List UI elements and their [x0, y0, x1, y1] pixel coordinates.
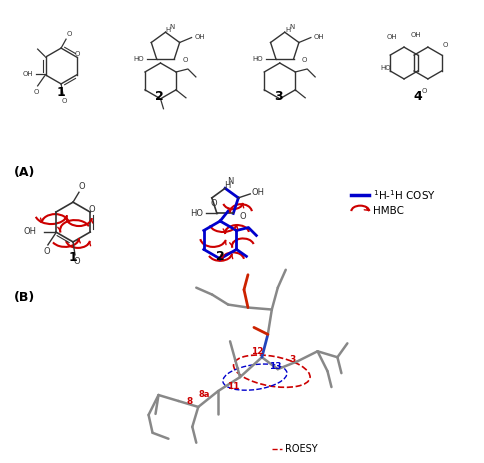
Text: 2: 2 [155, 90, 164, 103]
Text: 1: 1 [69, 251, 77, 264]
Text: O: O [66, 31, 72, 37]
Text: OH: OH [386, 34, 396, 40]
Text: (B): (B) [14, 291, 34, 304]
Text: 1: 1 [57, 86, 65, 100]
Text: HO: HO [252, 56, 263, 62]
Text: ROESY: ROESY [284, 444, 317, 454]
Text: O: O [89, 205, 95, 213]
Text: O: O [78, 182, 85, 191]
Text: (A): (A) [14, 166, 35, 179]
Text: OH: OH [22, 71, 33, 77]
Text: $^1$H-$^1$H COSY: $^1$H-$^1$H COSY [373, 188, 435, 202]
Text: 8a: 8a [198, 389, 210, 399]
Text: OH: OH [410, 32, 421, 38]
Text: O: O [34, 89, 39, 95]
Text: H: H [285, 27, 290, 33]
Text: O: O [240, 212, 246, 221]
Text: 3: 3 [289, 355, 295, 364]
Text: O: O [44, 247, 50, 257]
Text: O: O [210, 200, 217, 208]
Text: HO: HO [133, 56, 144, 62]
Text: 4: 4 [413, 90, 422, 103]
Text: O: O [182, 57, 187, 63]
Text: OH: OH [23, 227, 36, 237]
Text: OH: OH [313, 33, 323, 39]
Text: HO: HO [380, 65, 391, 71]
Text: 12: 12 [250, 347, 263, 356]
Text: H: H [224, 181, 230, 190]
Text: O: O [442, 42, 448, 48]
Text: 3: 3 [274, 90, 283, 103]
Text: 11: 11 [227, 382, 239, 391]
Text: N: N [288, 24, 294, 30]
Text: O: O [420, 88, 426, 94]
Text: HMBC: HMBC [373, 206, 403, 216]
Text: 8: 8 [186, 397, 192, 407]
Text: N: N [227, 177, 233, 186]
Text: O: O [75, 51, 80, 57]
Text: N: N [169, 24, 175, 30]
Text: HO: HO [190, 209, 203, 218]
Text: O: O [61, 98, 67, 104]
Text: H: H [166, 27, 171, 33]
Text: 2: 2 [215, 250, 224, 263]
Text: O: O [301, 57, 306, 63]
Text: OH: OH [251, 188, 264, 197]
Text: OH: OH [194, 33, 204, 39]
Text: O: O [74, 257, 80, 266]
Text: 13: 13 [268, 362, 280, 371]
